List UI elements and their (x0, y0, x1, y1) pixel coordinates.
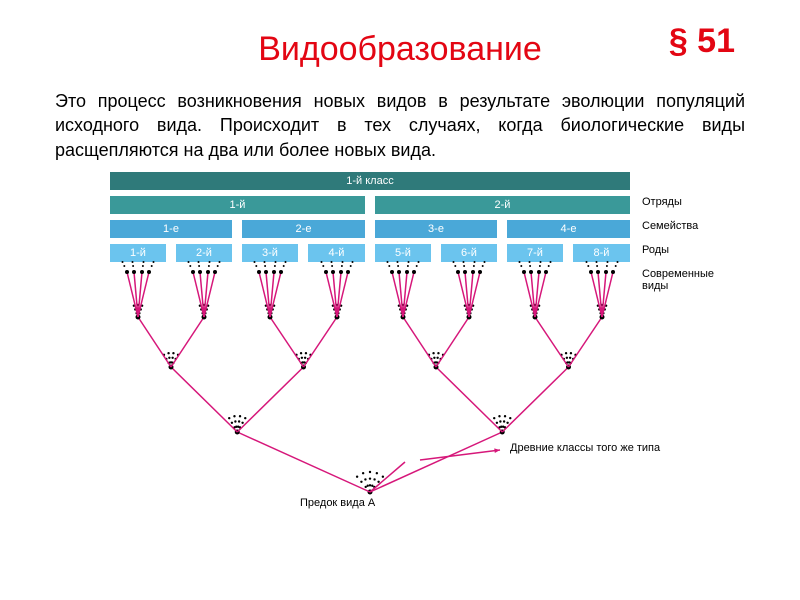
description-text: Это процесс возникновения новых видов в … (0, 69, 800, 172)
section-reference: § 51 (669, 22, 735, 61)
species-label: Современные виды (642, 268, 732, 292)
orders-label: Отряды (642, 196, 682, 208)
page-title: Видообразование (258, 30, 542, 69)
ancient-classes-label: Древние классы того же типа (510, 442, 690, 454)
families-label: Семейства (642, 220, 698, 232)
ancestor-label: Предок вида A (300, 497, 375, 509)
genera-label: Роды (642, 244, 669, 256)
speciation-diagram: 1-й класс1-й2-й1-е2-е3-е4-е1-й2-й3-й4-й5… (50, 172, 750, 512)
